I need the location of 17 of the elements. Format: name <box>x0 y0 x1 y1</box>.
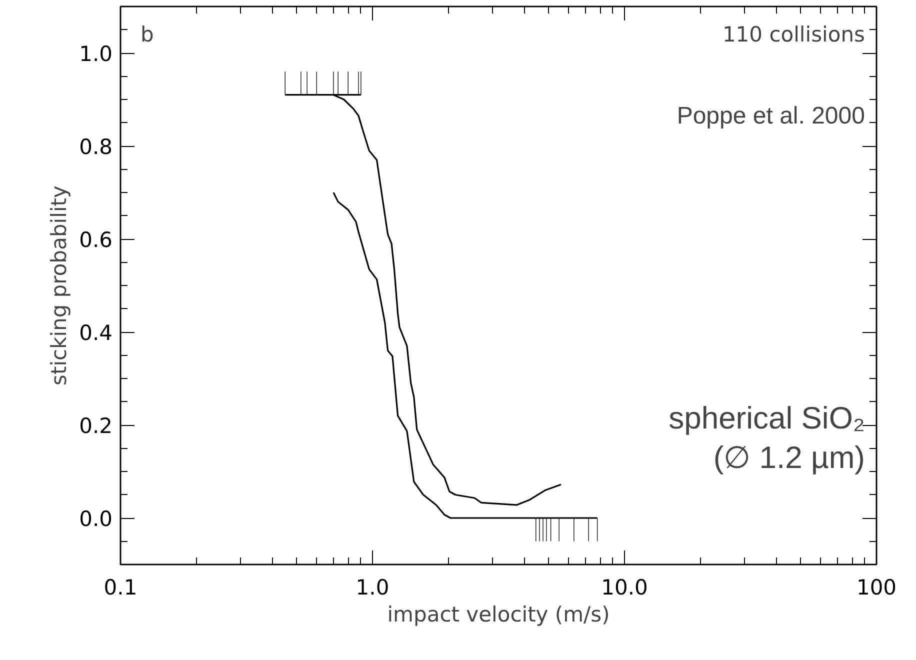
annotation: (∅ 1.2 µm) <box>713 440 865 476</box>
y-tick-label: 1.0 <box>79 42 113 66</box>
x-tick-label: 100 <box>856 576 897 600</box>
x-axis-title: impact velocity (m/s) <box>387 602 610 626</box>
annotation: spherical SiO₂ <box>668 400 865 436</box>
y-tick-label: 0.4 <box>79 321 113 345</box>
x-tick-label: 1.0 <box>356 576 390 600</box>
y-tick-label: 0.6 <box>79 228 113 252</box>
y-axis-title: sticking probability <box>47 186 72 386</box>
y-tick-label: 0.2 <box>79 414 113 438</box>
annotation: Poppe et al. 2000 <box>676 102 865 130</box>
y-tick-label: 0.0 <box>79 507 113 531</box>
x-tick-label: 10.0 <box>601 576 648 600</box>
annotation: 110 collisions <box>722 22 865 46</box>
x-tick-label: 0.1 <box>104 576 138 600</box>
y-tick-label: 0.8 <box>79 135 113 159</box>
annotation: b <box>140 22 154 46</box>
